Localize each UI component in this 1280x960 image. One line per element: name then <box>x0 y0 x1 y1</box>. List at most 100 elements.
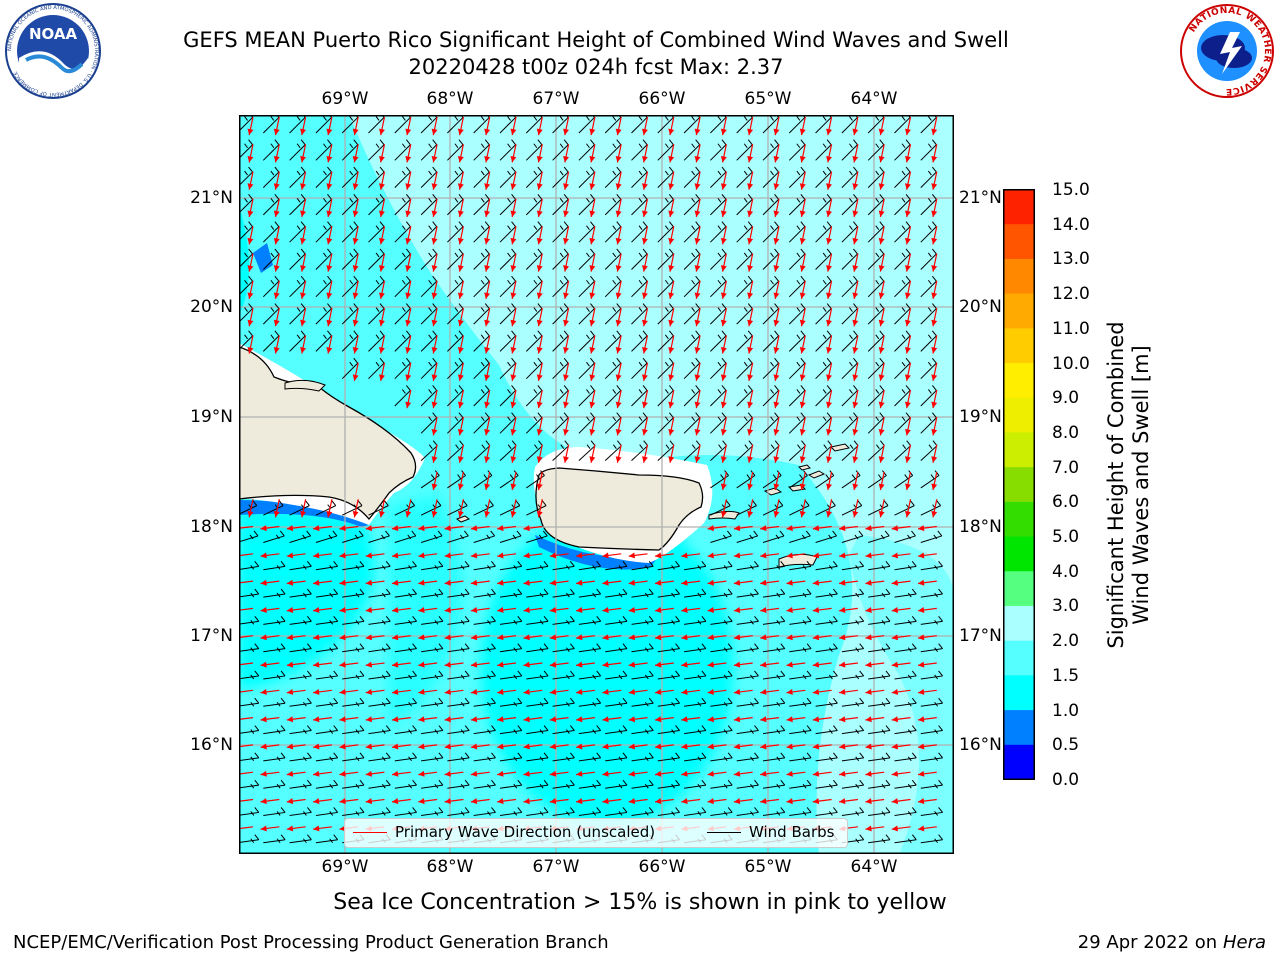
wave-arrow-head <box>260 552 267 559</box>
wind-barb-flag <box>354 534 359 540</box>
wind-barb <box>867 171 885 188</box>
wind-barb-flag <box>664 116 669 121</box>
wave-arrow-head <box>313 798 320 805</box>
wave-arrow-head <box>497 770 504 777</box>
wind-barb <box>368 702 391 707</box>
wind-barb-flag <box>774 357 779 364</box>
wind-barb <box>473 535 495 543</box>
wind-barb <box>684 702 706 707</box>
wind-barb-flag <box>642 221 648 227</box>
wind-barb <box>631 362 648 380</box>
lat-tick-left-17n: 17°N <box>190 626 233 646</box>
wind-barb-flag <box>721 385 727 391</box>
wind-barb <box>657 253 674 270</box>
wave-arrow-head <box>641 128 648 136</box>
wind-barb-flag <box>543 561 549 567</box>
wind-barb-flag <box>875 252 880 258</box>
wind-barb-flag <box>484 139 490 146</box>
wind-barb-flag <box>274 221 280 227</box>
wind-barb-flag <box>905 166 911 173</box>
wind-barb-flag <box>454 416 459 422</box>
wind-barb-flag <box>280 588 286 595</box>
wind-barb <box>578 253 595 270</box>
wind-barb <box>789 730 812 735</box>
wind-barb-flag <box>717 307 722 312</box>
wind-barb <box>420 144 438 161</box>
wind-barb-flag <box>747 248 753 255</box>
wind-barb <box>499 675 522 680</box>
wind-barb <box>788 280 806 298</box>
wind-barb <box>525 253 543 270</box>
wind-barb <box>605 675 628 680</box>
wave-arrow-head <box>918 634 925 641</box>
wind-barb-flag <box>480 416 485 422</box>
wind-barb-flag <box>331 500 337 506</box>
wave-arrow-head <box>681 770 688 777</box>
wind-barb-flag <box>721 303 727 309</box>
wind-barb-flag <box>586 198 590 203</box>
wave-arrow-head <box>563 237 569 245</box>
wave-arrow-head <box>457 128 464 136</box>
wave-arrow-head <box>392 743 399 750</box>
wind-barb-flag <box>333 725 339 731</box>
wind-barb-flag <box>565 783 570 789</box>
wind-barb-flag <box>879 248 885 255</box>
wave-arrow-head <box>786 607 793 614</box>
wave-arrow-head <box>641 183 648 190</box>
wave-arrow-head <box>852 265 859 272</box>
wind-barb-flag <box>244 170 248 176</box>
wind-barb-flag <box>859 670 865 677</box>
wind-barb-flag <box>927 389 932 394</box>
wind-barb-flag <box>353 166 359 173</box>
wind-barb-flag <box>826 357 832 364</box>
wind-barb-flag <box>464 616 470 622</box>
wave-arrow-head <box>668 292 675 299</box>
wave-arrow-head <box>510 237 517 245</box>
wind-barb-flag <box>333 834 339 841</box>
wave-arrow-head <box>457 183 464 190</box>
wind-barb-flag <box>911 616 917 622</box>
wind-barb <box>525 280 543 298</box>
wind-barb-flag <box>691 143 696 149</box>
wind-barb-flag <box>327 330 332 337</box>
wind-barb-flag <box>849 143 853 149</box>
wind-barb-flag <box>717 334 722 340</box>
wind-barb-flag <box>806 561 812 567</box>
wind-barb-flag <box>642 275 648 282</box>
wind-barb <box>841 593 864 598</box>
wind-barb-flag <box>596 588 602 595</box>
wind-barb <box>447 565 470 571</box>
wave-arrow-head <box>589 456 596 463</box>
wave-arrow-head <box>444 634 451 641</box>
wind-barb-flag <box>586 444 591 449</box>
wind-barb-flag <box>638 170 643 176</box>
wind-barb-flag <box>428 389 433 394</box>
wind-barb-flag <box>875 116 880 121</box>
wind-barb-flag <box>901 198 906 203</box>
wind-barb <box>762 565 785 571</box>
wind-barb <box>631 253 648 270</box>
wave-arrow-head <box>681 716 688 723</box>
wind-barb-flag <box>721 166 727 173</box>
wind-barb-flag <box>723 811 728 816</box>
wave-arrow <box>239 525 254 529</box>
wave-arrow-head <box>878 183 885 190</box>
wind-barb-flag <box>697 620 702 625</box>
wave-arrow-head <box>918 716 925 723</box>
wind-barb-flag <box>302 647 307 652</box>
wind-barb <box>841 811 864 816</box>
wave-arrow-head <box>878 210 885 218</box>
wind-barb-flag <box>596 670 602 677</box>
wind-barb-flag <box>671 620 675 625</box>
wind-barb-flag <box>405 166 411 173</box>
wind-barb-flag <box>250 756 255 762</box>
wave-arrow-head <box>549 743 557 750</box>
wave-arrow <box>239 662 254 666</box>
colorbar-band-7 <box>1003 501 1035 537</box>
wind-barb-flag <box>849 116 853 121</box>
wave-arrow-head <box>576 716 583 723</box>
wave-arrow-head <box>589 292 596 299</box>
wind-barb-flag <box>622 725 628 731</box>
wind-barb-flag <box>586 116 590 121</box>
wind-barb-flag <box>323 279 327 285</box>
